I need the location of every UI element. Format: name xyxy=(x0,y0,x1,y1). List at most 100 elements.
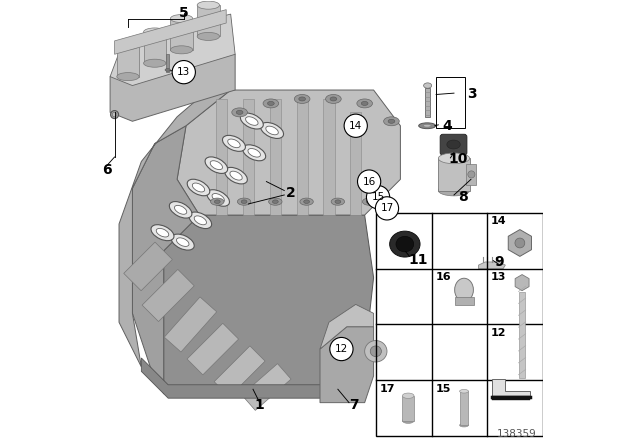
Ellipse shape xyxy=(143,59,166,67)
Ellipse shape xyxy=(403,418,414,423)
Ellipse shape xyxy=(403,393,414,398)
Ellipse shape xyxy=(189,212,212,228)
Circle shape xyxy=(344,114,367,138)
Polygon shape xyxy=(177,90,401,215)
FancyArrow shape xyxy=(164,297,217,352)
Text: 15: 15 xyxy=(435,384,451,394)
Ellipse shape xyxy=(460,423,468,427)
Ellipse shape xyxy=(232,108,248,117)
Polygon shape xyxy=(115,9,226,54)
Ellipse shape xyxy=(177,238,189,246)
Text: 13: 13 xyxy=(177,67,191,77)
Ellipse shape xyxy=(260,122,284,138)
Ellipse shape xyxy=(263,99,278,108)
Ellipse shape xyxy=(468,171,475,178)
Text: 10: 10 xyxy=(449,152,468,166)
Bar xyxy=(438,158,470,190)
Bar xyxy=(455,297,474,305)
Polygon shape xyxy=(197,5,220,36)
Ellipse shape xyxy=(243,145,266,161)
Polygon shape xyxy=(132,126,200,394)
Circle shape xyxy=(376,197,399,220)
FancyArrow shape xyxy=(269,99,281,215)
Ellipse shape xyxy=(300,198,314,205)
Circle shape xyxy=(172,60,195,84)
Ellipse shape xyxy=(383,117,399,126)
Polygon shape xyxy=(320,304,374,349)
Ellipse shape xyxy=(197,32,220,40)
Ellipse shape xyxy=(248,148,260,157)
Ellipse shape xyxy=(143,28,166,36)
Text: 13: 13 xyxy=(491,272,506,282)
Ellipse shape xyxy=(326,95,341,103)
Text: 17: 17 xyxy=(380,384,395,394)
Polygon shape xyxy=(110,45,235,121)
Ellipse shape xyxy=(214,200,220,203)
Ellipse shape xyxy=(362,101,368,105)
Text: 16: 16 xyxy=(435,272,451,282)
Ellipse shape xyxy=(331,198,344,205)
Text: 11: 11 xyxy=(408,253,428,267)
Ellipse shape xyxy=(211,198,224,205)
Bar xyxy=(467,164,476,185)
Ellipse shape xyxy=(246,117,258,125)
Ellipse shape xyxy=(304,200,310,203)
Text: 1: 1 xyxy=(255,398,264,412)
Ellipse shape xyxy=(193,183,205,192)
Ellipse shape xyxy=(170,14,193,22)
Ellipse shape xyxy=(454,278,474,302)
Ellipse shape xyxy=(266,126,278,135)
Ellipse shape xyxy=(388,119,395,123)
Bar xyxy=(376,213,543,436)
Text: 12: 12 xyxy=(335,344,348,354)
Ellipse shape xyxy=(230,171,242,180)
Ellipse shape xyxy=(241,200,247,203)
Ellipse shape xyxy=(366,200,372,203)
Ellipse shape xyxy=(357,99,372,108)
Text: 2: 2 xyxy=(286,186,296,200)
Ellipse shape xyxy=(116,41,139,49)
Ellipse shape xyxy=(237,198,251,205)
FancyArrow shape xyxy=(214,346,265,397)
Ellipse shape xyxy=(175,205,187,214)
Ellipse shape xyxy=(241,113,263,129)
Text: 12: 12 xyxy=(491,328,506,338)
Bar xyxy=(436,77,465,128)
Text: 16: 16 xyxy=(362,177,376,186)
Ellipse shape xyxy=(419,123,436,129)
Ellipse shape xyxy=(515,238,525,248)
Ellipse shape xyxy=(207,190,230,206)
Bar xyxy=(492,396,530,400)
Ellipse shape xyxy=(371,346,381,357)
Ellipse shape xyxy=(223,135,246,151)
Ellipse shape xyxy=(273,200,278,203)
Bar xyxy=(403,396,414,421)
Ellipse shape xyxy=(225,168,248,184)
Polygon shape xyxy=(119,90,230,367)
Polygon shape xyxy=(141,349,365,398)
Ellipse shape xyxy=(330,97,337,101)
Text: 15: 15 xyxy=(371,192,385,202)
Text: 138359: 138359 xyxy=(497,429,536,439)
FancyArrow shape xyxy=(296,99,308,215)
Ellipse shape xyxy=(294,95,310,103)
Ellipse shape xyxy=(460,389,468,393)
FancyArrow shape xyxy=(323,99,335,215)
Ellipse shape xyxy=(396,236,414,252)
Ellipse shape xyxy=(156,228,169,237)
Polygon shape xyxy=(143,32,166,63)
Ellipse shape xyxy=(335,200,340,203)
FancyArrow shape xyxy=(242,364,291,410)
Bar xyxy=(166,54,170,72)
Text: 9: 9 xyxy=(494,255,504,269)
Polygon shape xyxy=(110,14,235,86)
Ellipse shape xyxy=(228,139,240,148)
Polygon shape xyxy=(164,215,374,394)
Bar xyxy=(520,292,525,378)
Ellipse shape xyxy=(269,198,282,205)
Ellipse shape xyxy=(170,46,193,54)
Bar xyxy=(425,88,430,117)
Ellipse shape xyxy=(438,153,470,164)
Bar xyxy=(460,391,468,425)
Ellipse shape xyxy=(165,69,170,71)
